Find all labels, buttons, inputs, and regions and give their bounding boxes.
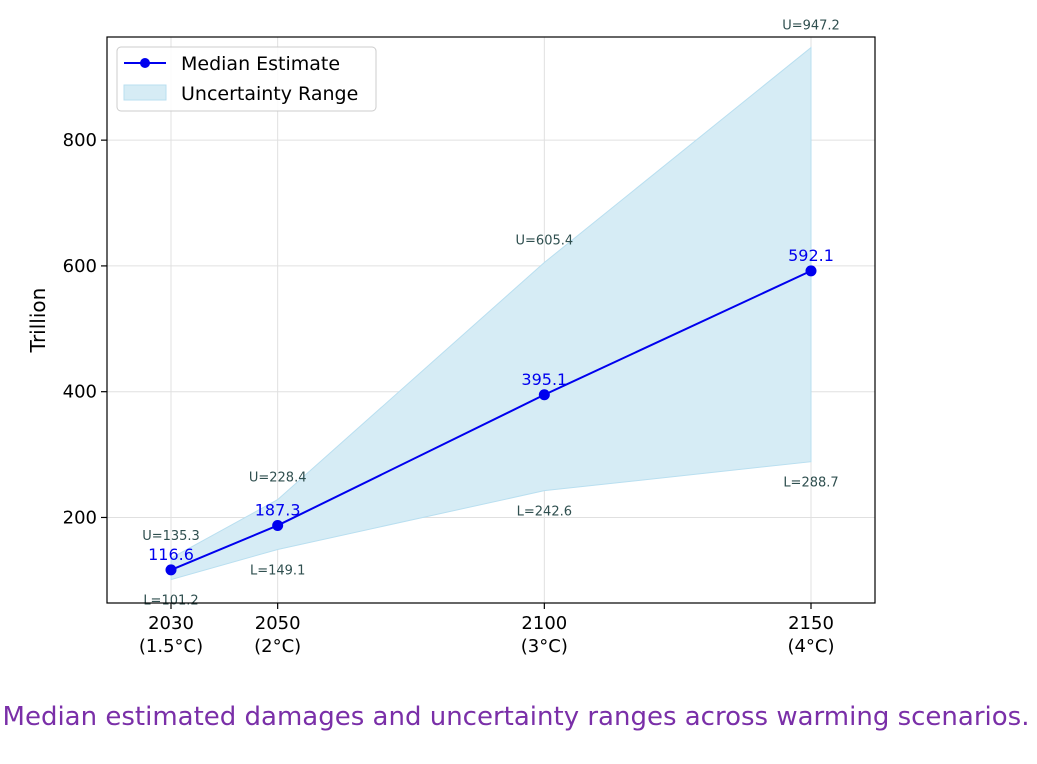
legend-median-label: Median Estimate	[181, 53, 340, 75]
axes: 200 400 600 800 2030(1.5°C) 2050(2°C) 2100(3°C…	[63, 130, 835, 657]
lower-bound-label: L=288.7	[783, 476, 838, 491]
median-value-label: 592.1	[788, 246, 834, 265]
upper-bound-label: U=228.4	[249, 471, 307, 486]
annotations: 116.6U=135.3 L=101.2 187.3 U=228.4 L=149.1 39…	[142, 19, 840, 609]
median-value-label: 187.3	[255, 500, 301, 519]
x-tick-scenario-label: (1.5°C)	[139, 636, 203, 657]
median-value-label: 116.6	[148, 545, 194, 564]
caption-text: . Median estimated damages and uncertain…	[0, 702, 1030, 732]
uncertainty-band	[170, 46, 812, 581]
median-line	[170, 269, 812, 571]
grid	[107, 37, 875, 603]
x-tick-label: 2030	[148, 613, 194, 634]
upper-bound-label: U=135.3	[142, 529, 200, 544]
x-tick-scenario-label: (4°C)	[787, 636, 834, 657]
x-tick-label: 2150	[788, 613, 834, 634]
lower-bound-label: L=149.1	[250, 563, 305, 578]
legend-median-marker	[140, 58, 150, 68]
y-tick-label: 600	[63, 256, 97, 277]
damages-chart: 116.6U=135.3 L=101.2 187.3 U=228.4 L=149.1 39…	[26, 19, 876, 657]
plot-frame	[106, 36, 876, 604]
median-point	[805, 265, 817, 277]
y-tick-label: 400	[63, 382, 97, 403]
y-axis-label: Trillion	[26, 288, 50, 354]
x-tick-scenario-label: (2°C)	[254, 636, 301, 657]
x-tick-label: 2050	[255, 613, 301, 634]
x-tick-scenario-label: (3°C)	[521, 636, 568, 657]
median-point	[165, 564, 177, 576]
median-points	[165, 265, 817, 576]
median-value-label: 395.1	[521, 370, 567, 389]
upper-bound-label: U=605.4	[516, 234, 574, 249]
legend-box	[116, 46, 377, 112]
lower-bound-label: L=101.2	[143, 594, 198, 609]
legend-band-swatch	[123, 84, 167, 101]
median-point	[272, 519, 284, 531]
x-tick-label: 2100	[521, 613, 567, 634]
upper-bound-label: U=947.2	[782, 19, 840, 34]
lower-bound-label: L=242.6	[517, 505, 572, 520]
y-tick-label: 200	[63, 507, 97, 528]
legend-band-label: Uncertainty Range	[181, 83, 358, 105]
median-point	[538, 389, 550, 401]
legend: Median Estimate Uncertainty Range	[116, 46, 377, 112]
y-tick-label: 800	[63, 130, 97, 151]
figure-caption: . Median estimated damages and uncertain…	[0, 702, 1037, 742]
